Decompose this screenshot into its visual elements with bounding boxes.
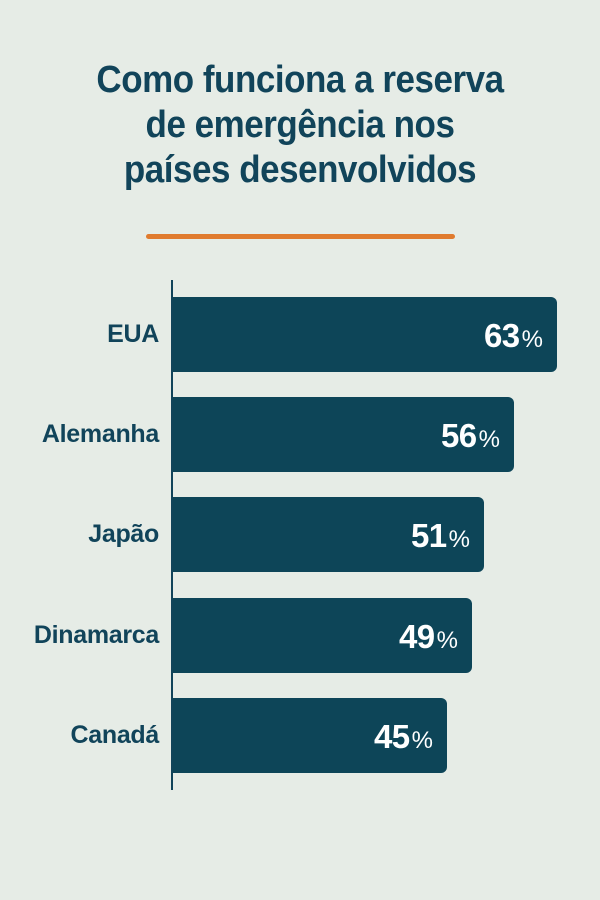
bar-value-unit: %	[478, 426, 500, 453]
bar-label: Dinamarca	[33, 621, 159, 649]
bar-value-number: 45	[373, 718, 410, 755]
title-divider	[146, 234, 455, 239]
bar-dinamarca: 49%	[173, 598, 472, 673]
bar-value-number: 49	[398, 618, 435, 655]
bar-value-unit: %	[436, 627, 458, 654]
bar-value-number: 51	[410, 517, 447, 554]
bar-row-alemanha: Alemanha 56%	[0, 397, 600, 472]
bar-value: 51%	[411, 497, 470, 572]
bar-value: 56%	[441, 397, 500, 472]
chart-title-line-2: de emergência nos	[145, 104, 455, 146]
bar-label: Japão	[88, 520, 159, 548]
bar-value-number: 56	[440, 417, 477, 454]
bar-value: 63%	[484, 297, 543, 372]
bar-row-dinamarca: Dinamarca 49%	[0, 598, 600, 673]
bar-label: Alemanha	[41, 420, 159, 448]
bar-value-unit: %	[521, 326, 543, 353]
bar-japao: 51%	[173, 497, 484, 572]
bar-label: EUA	[107, 320, 159, 348]
bar-label: Canadá	[70, 721, 159, 749]
bar-row-japao: Japão 51%	[0, 497, 600, 572]
bar-row-eua: EUA 63%	[0, 297, 600, 372]
chart-title-line-1: Como funciona a reserva	[96, 59, 504, 101]
chart-title: Como funciona a reserva de emergência no…	[24, 58, 576, 193]
bar-value-number: 63	[483, 317, 520, 354]
bar-value-unit: %	[411, 727, 433, 754]
bar-value: 49%	[399, 598, 458, 673]
bar-canada: 45%	[173, 698, 447, 773]
bar-eua: 63%	[173, 297, 557, 372]
y-axis-line	[171, 280, 173, 790]
bar-row-canada: Canadá 45%	[0, 698, 600, 773]
bar-value-unit: %	[448, 526, 470, 553]
chart-title-line-3: países desenvolvidos	[123, 149, 477, 191]
bar-alemanha: 56%	[173, 397, 514, 472]
bar-value: 45%	[374, 698, 433, 773]
